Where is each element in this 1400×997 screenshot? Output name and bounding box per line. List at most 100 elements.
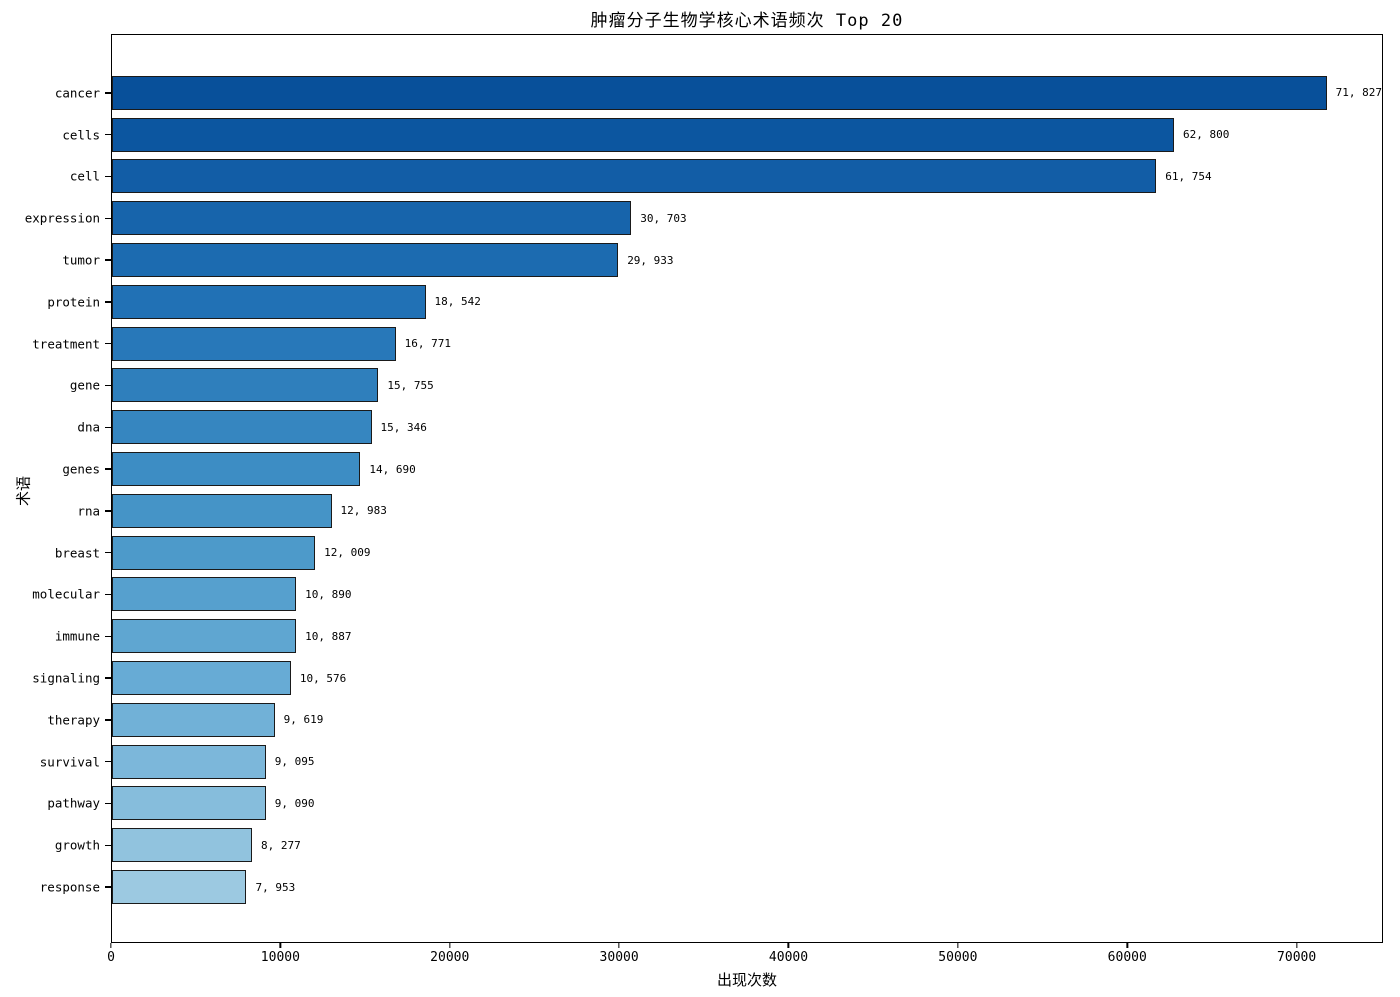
category-label: pathway — [47, 795, 100, 811]
x-tick-mark — [449, 943, 451, 948]
category-label: treatment — [32, 336, 100, 352]
value-label: 9, 619 — [283, 713, 324, 727]
value-label: 9, 095 — [274, 755, 315, 769]
y-tick-mark — [105, 802, 111, 805]
x-tick-label: 40000 — [768, 950, 809, 965]
category-label: protein — [47, 294, 100, 310]
bar-row: breast 12, 009 — [55, 532, 1382, 574]
bar — [112, 326, 396, 361]
x-tick-mark — [1126, 943, 1128, 948]
value-label: 10, 890 — [305, 587, 352, 601]
category-label: tumor — [62, 252, 100, 268]
x-tick-label: 30000 — [599, 950, 639, 965]
value-label: 29, 933 — [627, 253, 674, 267]
y-tick-mark — [105, 719, 111, 721]
x-tick-mark — [110, 943, 112, 948]
y-tick-mark — [105, 677, 111, 679]
x-tick-mark — [1295, 943, 1298, 948]
bar — [112, 493, 332, 528]
category-label: signaling — [32, 670, 100, 686]
bar — [112, 619, 297, 654]
value-label: 62, 800 — [1182, 128, 1230, 142]
value-label: 18, 542 — [434, 295, 481, 309]
bar-row: signaling 10, 576 — [32, 657, 1382, 699]
plot-area: cancer 71, 827 cells 62, 800 cell 61, 754 expr… — [25, 34, 1383, 943]
value-label: 15, 346 — [380, 420, 427, 434]
bar-row: expression 30, 703 — [25, 197, 1382, 239]
bar-row: rna 12, 983 — [77, 490, 1382, 532]
value-label: 8, 277 — [260, 838, 301, 852]
x-tick-label: 20000 — [430, 950, 470, 965]
y-tick-mark — [105, 468, 111, 470]
category-label: immune — [54, 628, 100, 644]
bar-row: dna 15, 346 — [77, 406, 1382, 448]
bar-row: molecular 10, 890 — [32, 574, 1382, 616]
category-label: survival — [39, 754, 100, 770]
y-tick-mark — [105, 384, 111, 387]
bar — [112, 744, 266, 779]
bar — [112, 159, 1157, 194]
value-label: 15, 755 — [387, 378, 434, 392]
category-label: response — [39, 879, 100, 895]
value-label: 7, 953 — [255, 880, 296, 894]
y-tick-mark — [105, 134, 111, 136]
x-tick-mark — [957, 943, 959, 948]
y-tick-mark — [105, 844, 111, 846]
value-label: 9, 090 — [274, 796, 315, 810]
bar — [112, 243, 619, 278]
category-label: breast — [54, 545, 100, 561]
bar — [112, 452, 361, 487]
y-tick-mark — [105, 761, 111, 763]
bar-row: genes 14, 690 — [62, 448, 1382, 490]
x-axis-ticks: 0 10000 20000 30000 40000 50000 60000 70000 — [107, 943, 1383, 969]
bar — [112, 577, 297, 612]
x-tick-mark — [279, 943, 282, 948]
y-axis-label: 术语 — [14, 475, 33, 507]
bar — [112, 368, 379, 403]
value-label: 10, 576 — [299, 671, 347, 685]
value-label: 30, 703 — [640, 211, 687, 225]
bar — [112, 535, 316, 570]
category-label: cell — [69, 168, 100, 184]
value-label: 12, 983 — [340, 504, 387, 518]
bar — [112, 410, 372, 445]
category-label: cells — [62, 127, 100, 143]
category-label: cancer — [54, 85, 100, 101]
y-tick-mark — [105, 510, 111, 512]
y-tick-mark — [105, 301, 111, 303]
category-label: expression — [24, 210, 100, 226]
bar-row: response 7, 953 — [40, 866, 1382, 908]
x-tick-label: 10000 — [260, 950, 300, 965]
y-tick-mark — [105, 426, 111, 428]
bar-row: therapy 9, 619 — [47, 699, 1382, 741]
bar-row: treatment 16, 771 — [32, 323, 1382, 365]
x-tick-mark — [618, 943, 620, 948]
bar-row: immune 10, 887 — [55, 615, 1382, 657]
x-tick-label: 0 — [107, 950, 115, 965]
value-label: 12, 009 — [324, 546, 371, 560]
bar — [112, 284, 426, 319]
bar-row: cells 62, 800 — [62, 114, 1382, 156]
bar — [112, 75, 1327, 110]
x-tick-label: 50000 — [938, 950, 978, 965]
x-tick-mark — [787, 943, 790, 948]
y-tick-mark — [105, 259, 111, 261]
x-tick-label: 60000 — [1107, 950, 1147, 965]
category-label: growth — [54, 837, 100, 853]
bar — [112, 870, 247, 905]
y-tick-mark — [105, 217, 111, 219]
bar-row: tumor 29, 933 — [62, 239, 1382, 281]
y-tick-mark — [105, 175, 111, 178]
value-label: 10, 887 — [305, 629, 352, 643]
value-label: 61, 754 — [1165, 169, 1212, 183]
y-tick-mark — [105, 343, 111, 345]
bar-row: survival 9, 095 — [40, 741, 1382, 783]
value-label: 71, 827 — [1335, 86, 1382, 100]
bar-row: growth 8, 277 — [55, 824, 1382, 866]
category-label: therapy — [47, 712, 100, 728]
bar-row: gene 15, 755 — [70, 365, 1382, 407]
bar — [112, 661, 291, 696]
bar — [112, 201, 632, 236]
bar — [112, 786, 266, 821]
